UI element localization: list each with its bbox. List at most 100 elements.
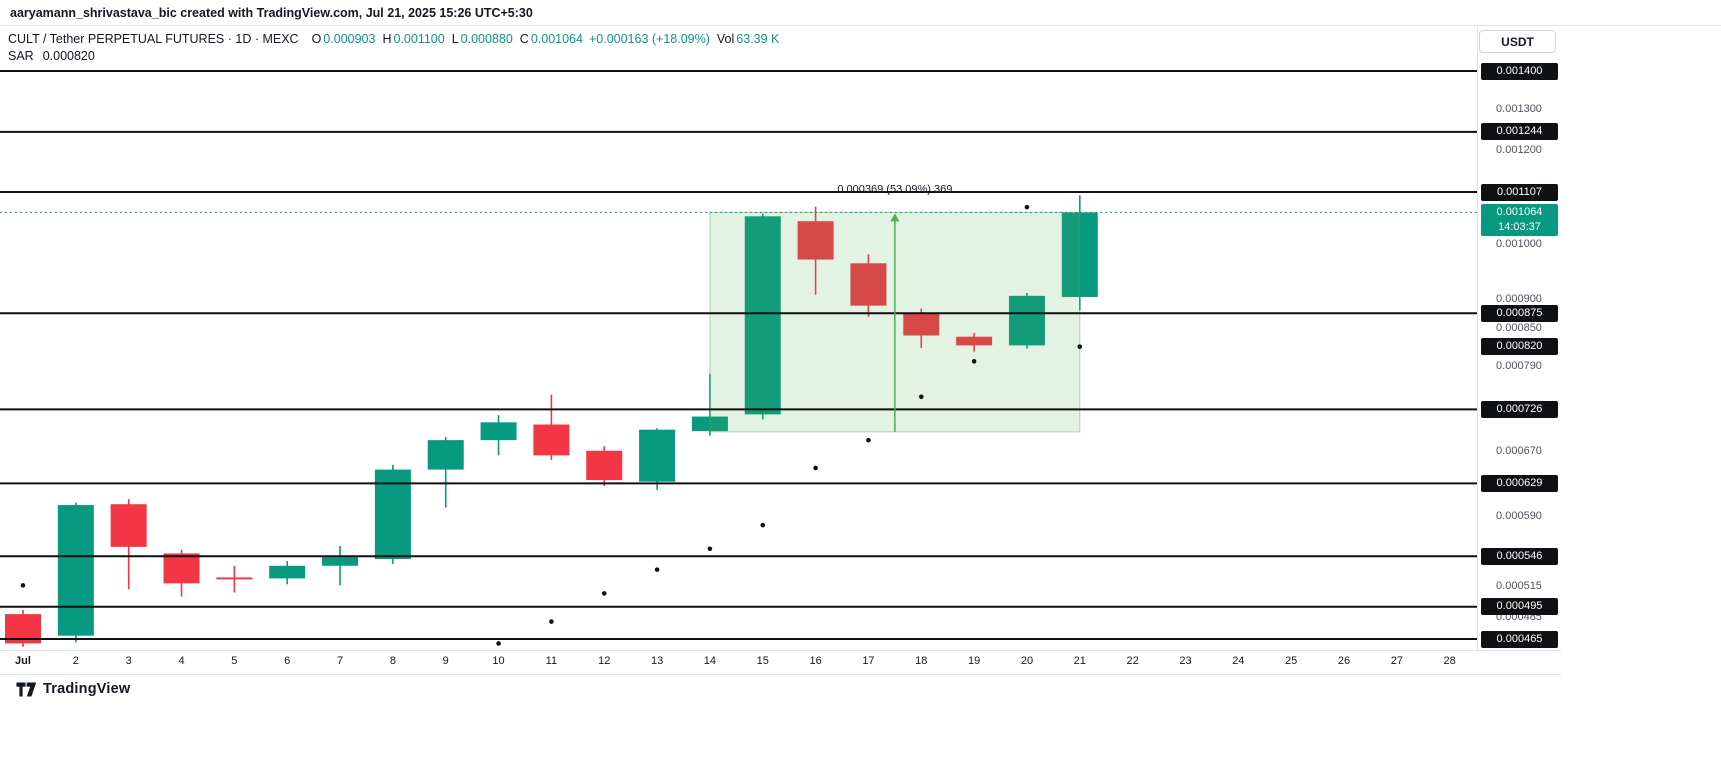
time-tick-label: Jul xyxy=(15,655,31,667)
price-axis[interactable]: 0.001300 0.001200 0.001000 0.000900 0.000850… xyxy=(1477,26,1562,650)
sar-dot xyxy=(813,465,818,471)
sar-dot xyxy=(918,394,924,400)
close-value: 0.001064 xyxy=(530,32,583,46)
footer-brand[interactable]: TradingView xyxy=(16,681,130,697)
time-tick-label: 4 xyxy=(178,655,185,667)
volume-label: Vol xyxy=(716,32,735,46)
current-price-badge: 0.001064 14:03:37 xyxy=(1481,203,1558,236)
time-tick-label: 18 xyxy=(915,655,928,667)
time-tick-label: 13 xyxy=(650,655,664,667)
candle-body[interactable] xyxy=(110,504,147,547)
low-value: 0.000880 xyxy=(460,32,513,46)
candle-body[interactable] xyxy=(586,450,623,481)
price-level-badge: 0.000465 xyxy=(1481,630,1558,648)
candle-body[interactable] xyxy=(269,565,306,579)
candle-body[interactable] xyxy=(850,263,887,306)
attribution-bar: aaryamann_shrivastava_bic created with T… xyxy=(0,0,1721,26)
candle-body[interactable] xyxy=(956,336,993,346)
candle-body[interactable] xyxy=(533,424,570,456)
candle-body[interactable] xyxy=(427,440,464,470)
time-axis[interactable]: Jul 2 3 4 5 6 7 8 9 10 11 12 13 14 15 16 17 18 19 20 21 22 23 2… xyxy=(0,650,1561,675)
time-tick-label: 9 xyxy=(442,655,449,667)
price-tick-label: 0.000850 xyxy=(1496,322,1542,335)
sar-dot xyxy=(20,583,26,588)
candle-body[interactable] xyxy=(1061,212,1098,297)
close-label: C xyxy=(519,32,529,46)
sar-dot xyxy=(707,546,713,552)
sar-dot xyxy=(549,619,554,624)
time-tick-label: 26 xyxy=(1337,655,1351,667)
current-price-value: 0.001064 xyxy=(1496,205,1543,218)
symbol-title[interactable]: CULT / Tether PERPETUAL FUTURES · 1D · M… xyxy=(8,32,299,46)
candle-body[interactable] xyxy=(1008,295,1045,346)
time-tick-label: 12 xyxy=(598,655,611,667)
volume-value: 63.39 K xyxy=(736,32,780,46)
time-tick-label: 21 xyxy=(1073,655,1086,667)
candle-body[interactable] xyxy=(797,221,834,260)
time-tick-label: 7 xyxy=(336,655,344,667)
indicator-name: SAR xyxy=(8,49,34,63)
time-tick-label: 11 xyxy=(545,655,558,667)
candle-body[interactable] xyxy=(480,422,517,441)
candle-body[interactable] xyxy=(322,557,359,566)
price-level-badge: 0.001244 xyxy=(1481,123,1558,141)
time-tick-label: 23 xyxy=(1179,655,1192,667)
chart-legend: CULT / Tether PERPETUAL FUTURES · 1D · M… xyxy=(8,31,779,65)
candle-body[interactable] xyxy=(691,416,728,432)
price-level-badge: 0.000875 xyxy=(1481,304,1558,322)
measure-arrow-head xyxy=(890,213,900,222)
legend-row-indicator[interactable]: SAR 0.000820 xyxy=(8,48,779,65)
candle-body[interactable] xyxy=(903,312,940,336)
currency-toggle-button[interactable]: USDT xyxy=(1479,30,1556,53)
candle-body[interactable] xyxy=(744,216,781,415)
sar-dot xyxy=(866,437,871,443)
time-tick-label: 6 xyxy=(284,655,291,667)
time-tick-label: 20 xyxy=(1020,655,1034,667)
time-tick-label: 8 xyxy=(389,655,396,667)
price-level-badge: 0.001107 xyxy=(1481,183,1558,201)
price-tick-label: 0.000670 xyxy=(1496,444,1542,457)
time-tick-label: 3 xyxy=(125,655,132,667)
price-level-badge: 0.000726 xyxy=(1481,400,1558,418)
price-tick-label: 0.001200 xyxy=(1496,144,1542,157)
open-value: 0.000903 xyxy=(323,32,376,46)
time-tick-label: 27 xyxy=(1390,655,1403,667)
sar-dot xyxy=(654,567,660,572)
time-tick-label: 25 xyxy=(1285,655,1298,667)
price-level-badge: 0.001400 xyxy=(1481,62,1558,80)
chart-canvas[interactable]: 0.000369 (53.09%) 369 xyxy=(0,26,1477,650)
candle-body[interactable] xyxy=(216,577,253,580)
sar-dot xyxy=(1024,204,1030,210)
sar-dot xyxy=(971,359,977,364)
sar-dot xyxy=(496,641,501,646)
time-tick-label: 2 xyxy=(72,655,79,667)
price-level-badge: 0.000629 xyxy=(1481,474,1558,492)
price-tick-label: 0.001300 xyxy=(1496,103,1542,116)
price-level-badge: 0.000495 xyxy=(1481,598,1558,616)
time-tick-label: 22 xyxy=(1126,655,1139,667)
attribution-text: aaryamann_shrivastava_bic created with T… xyxy=(10,5,533,20)
price-level-badge: 0.000820 xyxy=(1481,338,1558,356)
price-tick-label: 0.001000 xyxy=(1496,238,1542,251)
indicator-value: 0.000820 xyxy=(42,49,95,63)
candle-body[interactable] xyxy=(163,553,200,584)
time-tick-label: 19 xyxy=(967,655,981,667)
brand-name: TradingView xyxy=(43,681,131,697)
price-level-badge: 0.000546 xyxy=(1481,547,1558,565)
candle-body[interactable] xyxy=(639,429,676,482)
price-tick-label: 0.000790 xyxy=(1496,359,1542,372)
tradingview-logo-icon xyxy=(16,682,37,697)
time-tick-label: 17 xyxy=(862,655,875,667)
legend-row-symbol: CULT / Tether PERPETUAL FUTURES · 1D · M… xyxy=(8,31,779,48)
price-tick-label: 0.000590 xyxy=(1496,510,1542,523)
time-tick-label: 5 xyxy=(231,655,238,667)
time-tick-label: 14 xyxy=(703,655,717,667)
sar-dot xyxy=(601,591,607,596)
bar-countdown: 14:03:37 xyxy=(1498,220,1541,233)
candle-body[interactable] xyxy=(57,505,94,636)
price-tick-label: 0.000515 xyxy=(1496,580,1542,593)
candle-body[interactable] xyxy=(374,469,411,560)
time-tick-label: 24 xyxy=(1232,655,1245,667)
low-label: L xyxy=(451,32,459,46)
time-tick-label: 10 xyxy=(492,655,505,667)
